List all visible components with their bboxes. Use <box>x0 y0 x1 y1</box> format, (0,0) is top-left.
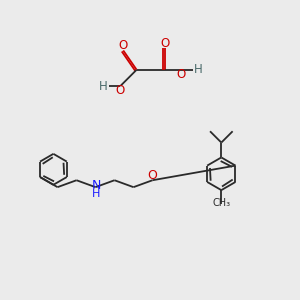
Text: O: O <box>118 40 128 52</box>
Text: O: O <box>148 169 158 182</box>
Text: CH₃: CH₃ <box>212 199 230 208</box>
Text: H: H <box>99 80 108 93</box>
Text: H: H <box>92 189 100 199</box>
Text: O: O <box>116 84 125 97</box>
Text: N: N <box>92 179 101 193</box>
Text: O: O <box>160 38 170 50</box>
Text: O: O <box>177 68 186 81</box>
Text: H: H <box>194 63 202 76</box>
